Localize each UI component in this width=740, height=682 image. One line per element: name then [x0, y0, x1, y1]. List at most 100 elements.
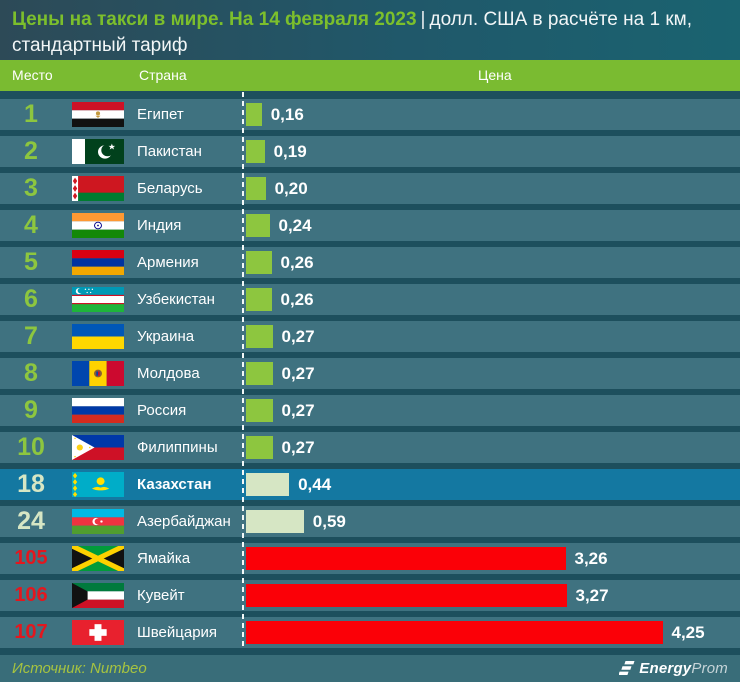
table-row: 105 Ямайка 3,26	[0, 543, 740, 574]
country-label: Молдова	[137, 365, 200, 382]
flag-pakistan-icon	[72, 139, 124, 164]
price-bar	[246, 584, 567, 607]
country-label: Казахстан	[137, 476, 212, 493]
country-label: Филиппины	[137, 439, 218, 456]
price-bar	[246, 399, 273, 422]
flag-russia-icon	[72, 398, 124, 423]
price-value: 0,20	[274, 179, 308, 198]
flag-switzerland-icon	[72, 620, 124, 645]
title-line2: стандартный тариф	[12, 35, 188, 56]
country-label: Ямайка	[137, 550, 191, 567]
flag-india-icon	[72, 213, 124, 238]
table-row: 4 Индия 0,24	[0, 210, 740, 241]
table-row: 107 Швейцария 4,25	[0, 617, 740, 648]
price-value: 0,27	[281, 401, 315, 420]
column-header-country: Страна	[139, 67, 187, 83]
price-value: 0,27	[281, 438, 315, 457]
price-bar	[246, 214, 270, 237]
rank-value: 2	[24, 137, 38, 165]
table-row: 1 Египет 0,16	[0, 99, 740, 130]
country-label: Беларусь	[137, 180, 203, 197]
country-label: Кувейт	[137, 587, 185, 604]
flag-kazakhstan-icon	[72, 472, 124, 497]
price-bar	[246, 140, 265, 163]
flag-moldova-icon	[72, 361, 124, 386]
price-bar	[246, 547, 566, 570]
table-row: 106 Кувейт 3,27	[0, 580, 740, 611]
price-bar	[246, 325, 273, 348]
rank-value: 9	[24, 396, 38, 424]
title-separator: |	[420, 9, 426, 30]
price-bar	[246, 510, 304, 533]
rank-value: 107	[14, 621, 48, 643]
table-row: 3 Беларусь 0,20	[0, 173, 740, 204]
flag-egypt-icon	[72, 102, 124, 127]
axis-baseline-dashed-line	[242, 92, 244, 648]
price-value: 3,27	[575, 586, 609, 605]
price-value: 0,26	[280, 253, 314, 272]
rank-value: 106	[14, 584, 48, 606]
country-label: Египет	[137, 106, 184, 123]
table-body: 1 Египет 0,16 2 Пакистан 0,19 3 Беларусь 0,20 4 Ин…	[0, 99, 740, 654]
rank-value: 7	[24, 322, 38, 350]
country-label: Узбекистан	[137, 291, 215, 308]
footer: Источник: Numbeo EnergyProm	[0, 655, 740, 682]
title-highlighted-text: Цены на такси в мире. На 14 февраля 2023	[12, 9, 417, 30]
price-value: 0,24	[278, 216, 312, 235]
page-title: Цены на такси в мире. На 14 февраля 2023…	[0, 0, 740, 60]
title-unit-text: долл. США в расчёте на 1 км,	[429, 9, 692, 30]
price-bar	[246, 436, 273, 459]
rank-value: 5	[24, 248, 38, 276]
price-bar	[246, 621, 663, 644]
rank-value: 3	[24, 174, 38, 202]
table-row: 10 Филиппины 0,27	[0, 432, 740, 463]
energyprom-logo-text: EnergyProm	[639, 660, 728, 677]
column-header-price: Цена	[478, 67, 512, 83]
price-value: 3,26	[574, 549, 608, 568]
flag-kuwait-icon	[72, 583, 124, 608]
flag-ukraine-icon	[72, 324, 124, 349]
country-label: Украина	[137, 328, 195, 345]
rank-value: 8	[24, 359, 38, 387]
country-label: Азербайджан	[137, 513, 231, 530]
rank-value: 1	[24, 100, 38, 128]
table-header: Место Страна Цена	[0, 60, 740, 91]
rank-value: 18	[17, 470, 45, 498]
table-row: 24 Азербайджан 0,59	[0, 506, 740, 537]
price-value: 0,16	[270, 105, 304, 124]
table-row: 2 Пакистан 0,19	[0, 136, 740, 167]
source-label: Источник: Numbeo	[12, 660, 147, 677]
price-value: 0,44	[298, 475, 332, 494]
price-value: 0,26	[280, 290, 314, 309]
price-bar	[246, 473, 290, 496]
table-row: 8 Молдова 0,27	[0, 358, 740, 389]
column-header-rank: Место	[12, 67, 53, 83]
price-value: 4,25	[671, 623, 705, 642]
country-label: Индия	[137, 217, 182, 234]
energyprom-logo: EnergyProm	[619, 655, 728, 682]
flag-armenia-icon	[72, 250, 124, 275]
country-label: Россия	[137, 402, 187, 419]
price-value: 0,27	[281, 364, 315, 383]
price-bar	[246, 103, 262, 126]
price-value: 0,59	[312, 512, 346, 531]
rank-value: 6	[24, 285, 38, 313]
table-row: 5 Армения 0,26	[0, 247, 740, 278]
table-row: 9 Россия 0,27	[0, 395, 740, 426]
table-row: 6 Узбекистан 0,26	[0, 284, 740, 315]
rank-value: 24	[17, 507, 45, 535]
country-label: Армения	[137, 254, 199, 271]
flag-uzbekistan-icon	[72, 287, 124, 312]
rank-value: 10	[17, 433, 45, 461]
country-label: Пакистан	[137, 143, 202, 160]
price-bar	[246, 251, 272, 274]
price-bar	[246, 362, 273, 385]
price-bar	[246, 177, 266, 200]
flag-azerbaijan-icon	[72, 509, 124, 534]
table-row: 7 Украина 0,27	[0, 321, 740, 352]
rank-value: 105	[14, 547, 48, 569]
flag-philippines-icon	[72, 435, 124, 460]
flag-belarus-icon	[72, 176, 124, 201]
energyprom-logo-icon	[619, 661, 635, 676]
